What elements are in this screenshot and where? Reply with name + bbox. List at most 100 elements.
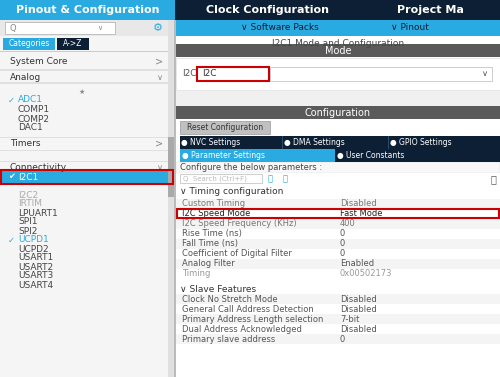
Text: Configuration: Configuration [305, 108, 371, 118]
Text: Pinout & Configuration: Pinout & Configuration [16, 5, 160, 15]
Text: Disabled: Disabled [340, 305, 377, 314]
Bar [176, 334, 500, 344]
Bar [175, 20, 500, 36]
Text: ⚙: ⚙ [153, 23, 163, 33]
Text: ● User Constants: ● User Constants [337, 151, 404, 160]
Bar [197, 67, 269, 81]
Text: Timers: Timers [10, 139, 40, 149]
Text: 0x00502173: 0x00502173 [340, 269, 392, 278]
Bar [0, 83, 174, 84]
Text: ● Parameter Settings: ● Parameter Settings [182, 151, 265, 160]
Text: System Core: System Core [10, 57, 68, 66]
Bar [0, 20, 174, 36]
Text: ∨ Timing configuration: ∨ Timing configuration [180, 187, 284, 196]
Bar [176, 324, 500, 334]
Bar [57, 38, 89, 50]
Text: SPI2: SPI2 [18, 227, 38, 236]
Bar [180, 149, 335, 162]
Text: ∨ Software Packs: ∨ Software Packs [241, 23, 319, 32]
Text: Analog: Analog [10, 72, 41, 81]
Text: Configure the below parameters :: Configure the below parameters : [180, 164, 322, 173]
Bar [1, 170, 173, 184]
Bar [176, 269, 500, 279]
Bar [176, 162, 500, 173]
Text: Analog Filter: Analog Filter [182, 259, 235, 268]
Text: 400: 400 [340, 219, 356, 228]
Text: Disabled: Disabled [340, 294, 377, 303]
Bar [176, 44, 500, 57]
Text: DAC1: DAC1 [18, 124, 43, 132]
Bar [168, 20, 174, 377]
Bar [0, 69, 174, 70]
Text: ✔: ✔ [8, 173, 15, 181]
Text: Project Ma: Project Ma [396, 5, 464, 15]
Text: USART3: USART3 [18, 271, 53, 280]
Text: ∨: ∨ [98, 25, 102, 31]
Text: 0: 0 [340, 239, 345, 248]
Bar [5, 22, 115, 34]
Bar [176, 239, 500, 249]
Text: Fast Mode: Fast Mode [340, 209, 382, 218]
Text: 0: 0 [340, 334, 345, 343]
Text: ADC1: ADC1 [18, 95, 43, 104]
Text: I2C Speed Frequency (KHz): I2C Speed Frequency (KHz) [182, 219, 296, 228]
Text: Rise Time (ns): Rise Time (ns) [182, 229, 242, 238]
Bar [180, 174, 262, 183]
Bar [180, 136, 282, 149]
Text: Primary slave address: Primary slave address [182, 334, 275, 343]
Text: USART4: USART4 [18, 280, 53, 290]
Text: Timing: Timing [182, 269, 210, 278]
Text: ✓: ✓ [8, 95, 15, 104]
Text: UCPD1: UCPD1 [18, 236, 49, 245]
Bar [177, 209, 499, 218]
Text: Reset Configuration: Reset Configuration [187, 124, 263, 132]
Bar [282, 136, 283, 149]
Bar [283, 136, 388, 149]
Text: ✓: ✓ [8, 236, 15, 245]
Text: Mode: Mode [325, 46, 351, 56]
Text: COMP1: COMP1 [18, 106, 50, 115]
Bar [335, 149, 500, 162]
Text: ★: ★ [79, 89, 85, 95]
Bar [176, 249, 500, 259]
Text: ● NVC Settings: ● NVC Settings [181, 138, 240, 147]
Bar [0, 161, 174, 162]
Text: Q  Search (Ctrl+F): Q Search (Ctrl+F) [183, 176, 247, 182]
Text: COMP2: COMP2 [18, 115, 50, 124]
Bar [389, 136, 500, 149]
Text: General Call Address Detection: General Call Address Detection [182, 305, 314, 314]
Bar [1, 170, 173, 184]
Bar [176, 209, 500, 219]
Bar [176, 199, 500, 209]
Text: USART2: USART2 [18, 262, 53, 271]
Bar [0, 20, 174, 377]
Text: USART1: USART1 [18, 253, 53, 262]
Text: Clock Configuration: Clock Configuration [206, 5, 328, 15]
Text: I2C: I2C [202, 69, 216, 78]
Bar [176, 58, 500, 90]
Bar [3, 38, 55, 50]
Text: Fall Time (ns): Fall Time (ns) [182, 239, 238, 248]
Bar [176, 304, 500, 314]
Bar [0, 82, 174, 83]
Bar [176, 294, 500, 304]
Bar [270, 67, 492, 81]
Bar [176, 229, 500, 239]
Text: I2C: I2C [182, 69, 196, 78]
Text: 0: 0 [340, 249, 345, 258]
Text: Primary Address Length selection: Primary Address Length selection [182, 314, 324, 323]
Bar [176, 184, 500, 377]
Text: A->Z: A->Z [64, 40, 82, 49]
Bar [176, 219, 500, 229]
Text: UCPD2: UCPD2 [18, 245, 48, 253]
Text: ⓘ: ⓘ [490, 174, 496, 184]
Bar [0, 137, 174, 138]
Bar [0, 51, 174, 52]
Text: ∨: ∨ [482, 69, 488, 78]
Text: ∨ Pinout: ∨ Pinout [391, 23, 429, 32]
Text: ∨: ∨ [157, 164, 163, 173]
Bar [0, 150, 174, 151]
Text: IRTIM: IRTIM [18, 199, 42, 208]
Text: Clock No Stretch Mode: Clock No Stretch Mode [182, 294, 278, 303]
Text: Dual Address Acknowledged: Dual Address Acknowledged [182, 325, 302, 334]
